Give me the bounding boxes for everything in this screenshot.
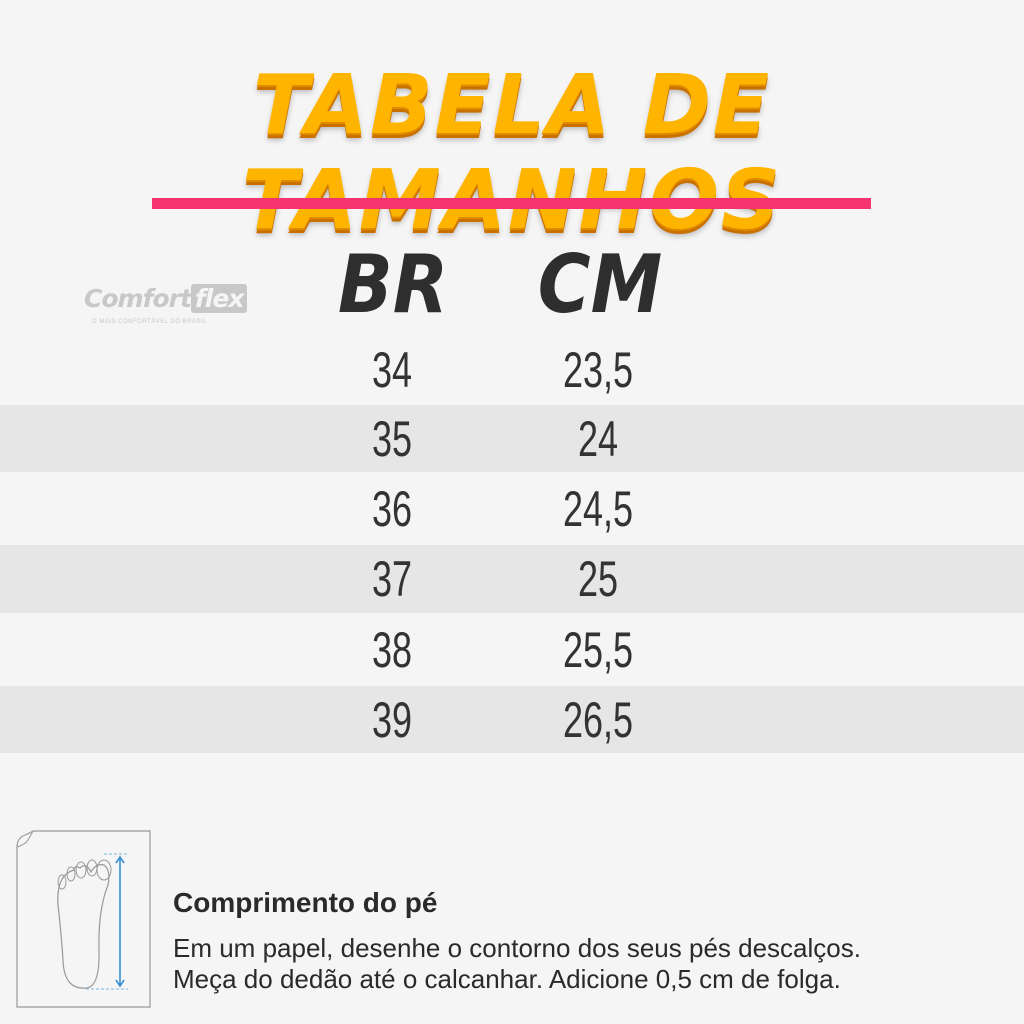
logo-text: Comfort [84, 284, 192, 313]
brand-logo: Comfort flex O MAIS CONFORTÁVEL DO BRASIL [84, 284, 248, 325]
logo-text-flex: flex [190, 284, 248, 313]
table-row: 36 24,5 [0, 472, 1024, 545]
page-title: Tabela de Tamanhos [241, 58, 783, 248]
cm-cell: 24,5 [562, 480, 634, 537]
instructions-line-2: Meça do dedão até o calcanhar. Adicione … [173, 964, 841, 994]
table-row: 39 26,5 [0, 686, 1024, 753]
foot-measure-icon [16, 830, 151, 1008]
table-row: 37 25 [0, 545, 1024, 613]
header-br: BR [337, 238, 449, 331]
cm-cell: 24 [577, 410, 619, 467]
br-cell: 37 [371, 551, 413, 607]
cm-cell: 25 [577, 551, 619, 607]
br-cell: 38 [371, 621, 413, 678]
instructions-text: Em um papel, desenhe o contorno dos seus… [173, 933, 861, 995]
br-cell: 39 [371, 691, 413, 748]
table-row: 38 25,5 [0, 613, 1024, 686]
title-underline [152, 198, 871, 209]
cm-cell: 23,5 [562, 342, 634, 398]
logo-tagline: O MAIS CONFORTÁVEL DO BRASIL [92, 319, 208, 325]
header-cm: CM [537, 238, 663, 331]
br-cell: 34 [371, 342, 413, 398]
table-row: 35 24 [0, 405, 1024, 472]
br-cell: 36 [371, 480, 413, 537]
instructions-line-1: Em um papel, desenhe o contorno dos seus… [173, 933, 861, 963]
br-cell: 35 [371, 410, 413, 467]
instructions-title: Comprimento do pé [173, 887, 438, 918]
table-row: 34 23,5 [0, 335, 1024, 405]
cm-cell: 25,5 [562, 621, 634, 678]
cm-cell: 26,5 [562, 691, 634, 748]
